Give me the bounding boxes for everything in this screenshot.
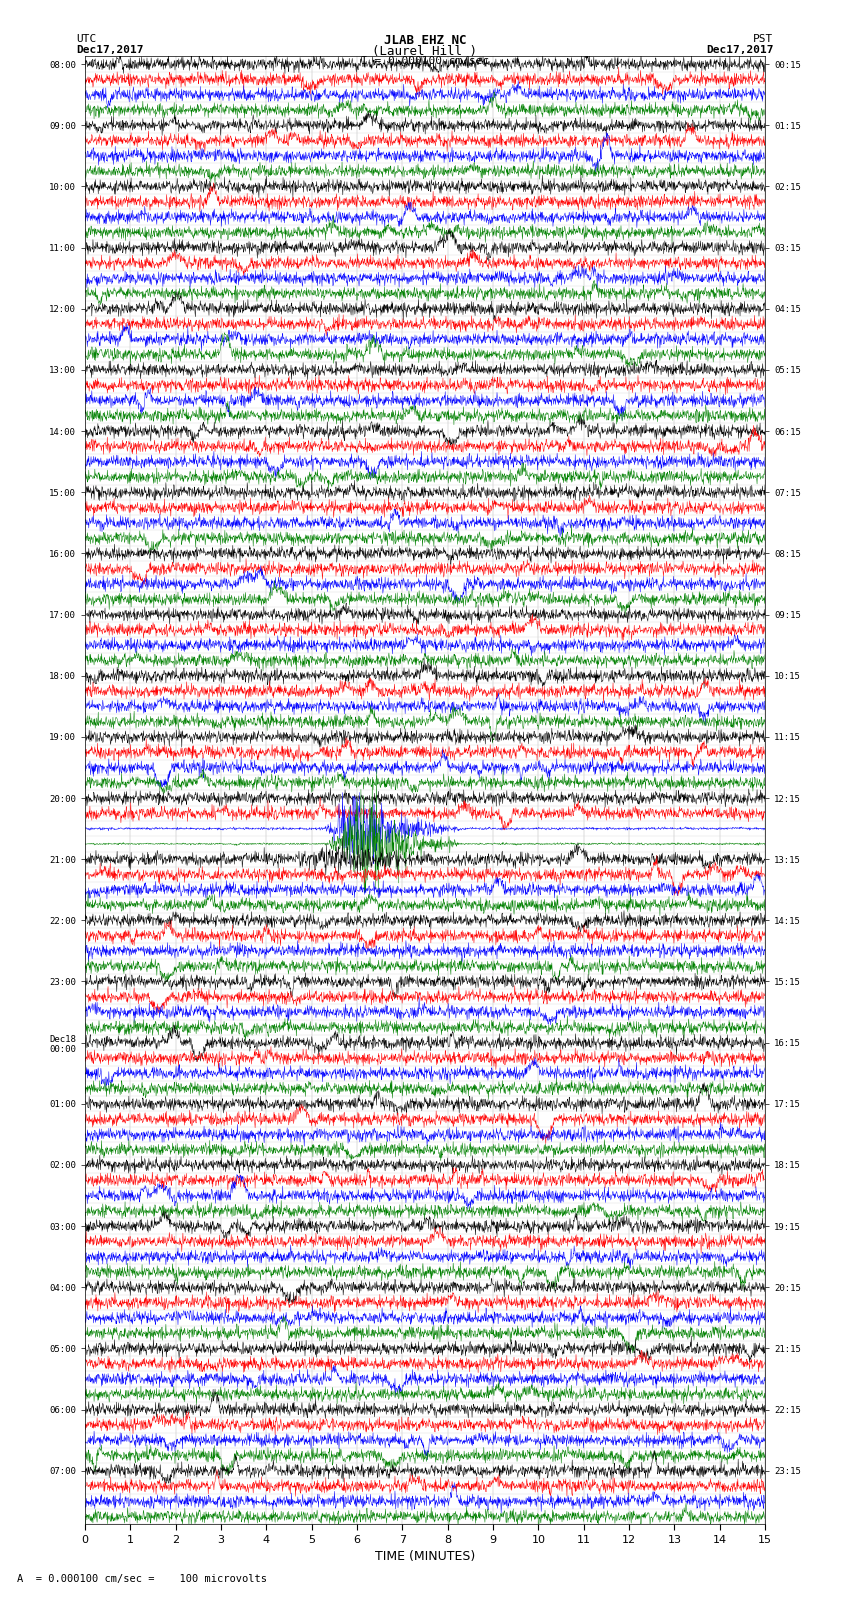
X-axis label: TIME (MINUTES): TIME (MINUTES): [375, 1550, 475, 1563]
Text: UTC: UTC: [76, 34, 97, 44]
Text: Dec17,2017: Dec17,2017: [76, 45, 144, 55]
Text: I = 0.000100 cm/sec: I = 0.000100 cm/sec: [361, 56, 489, 66]
Text: Dec17,2017: Dec17,2017: [706, 45, 774, 55]
Text: A  = 0.000100 cm/sec =    100 microvolts: A = 0.000100 cm/sec = 100 microvolts: [17, 1574, 267, 1584]
Text: PST: PST: [753, 34, 774, 44]
Text: (Laurel Hill ): (Laurel Hill ): [372, 45, 478, 58]
Text: JLAB EHZ NC: JLAB EHZ NC: [383, 34, 467, 47]
